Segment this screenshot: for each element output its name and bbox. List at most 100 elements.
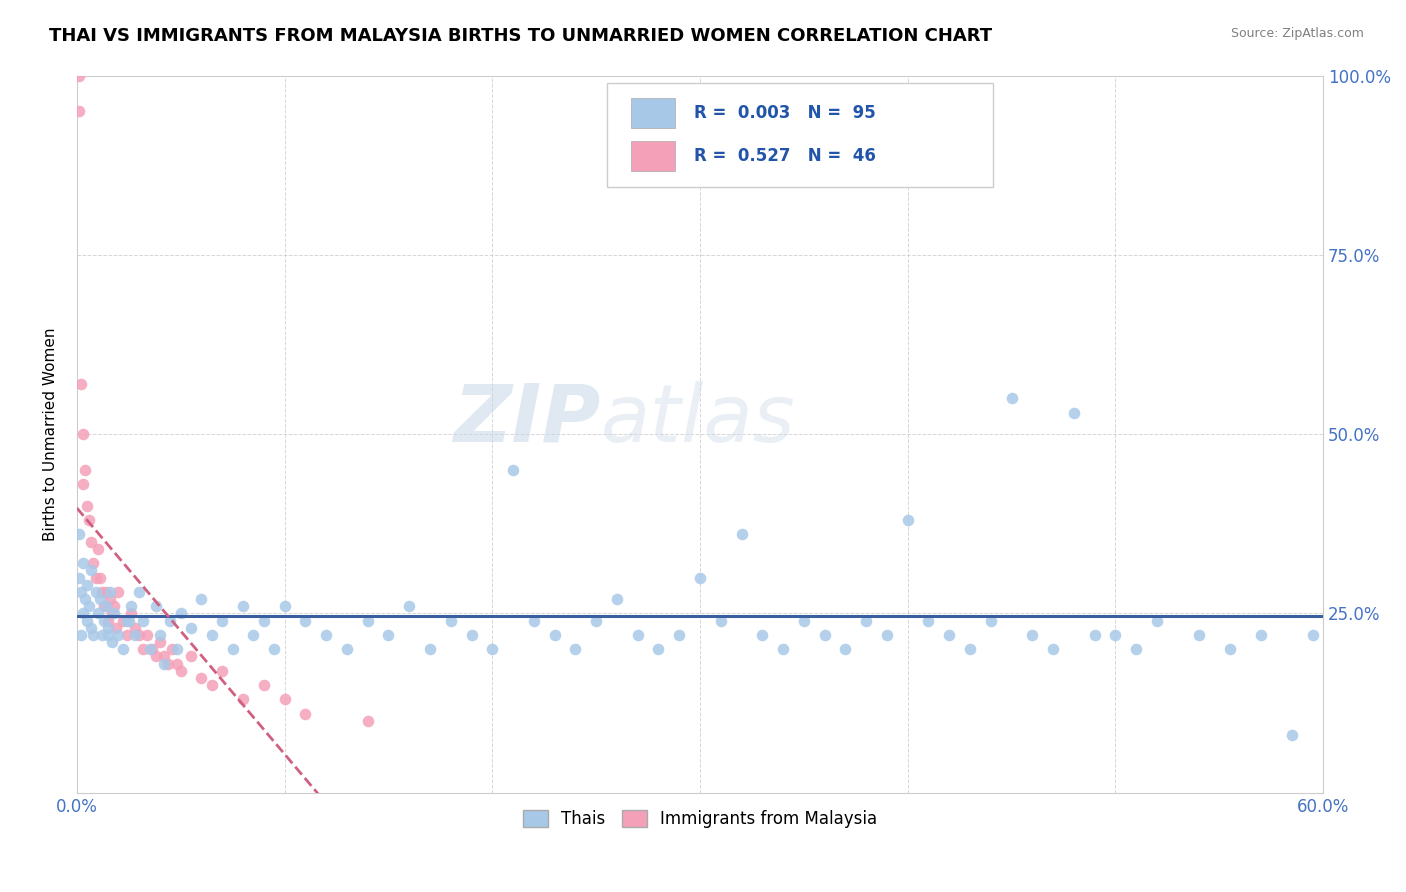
Point [897,513,920,527]
Point [67,570,90,584]
Point [89,592,111,607]
Point [67,104,90,119]
Point [772,642,794,657]
Point [153,649,176,664]
Point [118,614,141,628]
Point [115,614,138,628]
Point [86,607,108,621]
Point [190,592,212,607]
Point [419,642,441,657]
Point [132,642,155,657]
Point [398,599,420,614]
Point [232,599,254,614]
Point [128,628,150,642]
Point [115,628,138,642]
Point [242,628,264,642]
Point [75,592,97,607]
Point [273,599,295,614]
Point [166,642,188,657]
Point [149,628,172,642]
Point [180,621,202,635]
Point [356,614,378,628]
Point [128,585,150,599]
Point [917,614,939,628]
Point [72,427,94,442]
Point [138,642,160,657]
Point [263,642,285,657]
Point [72,556,94,570]
Legend: Thais, Immigrants from Malaysia: Thais, Immigrants from Malaysia [516,803,884,835]
Point [180,649,202,664]
Point [253,614,276,628]
FancyBboxPatch shape [631,98,675,128]
Point [162,642,184,657]
Point [94,599,117,614]
Point [1187,628,1209,642]
Point [80,534,103,549]
Point [72,477,94,491]
Point [124,621,146,635]
Point [377,628,399,642]
Point [201,628,224,642]
Point [170,664,193,678]
Point [294,614,316,628]
Point [294,706,316,721]
Point [1063,406,1085,420]
Point [105,621,128,635]
Point [86,541,108,556]
Point [440,614,463,628]
Point [253,678,276,692]
Point [101,635,124,649]
Point [97,614,120,628]
Point [1104,628,1126,642]
Point [76,614,98,628]
Point [70,628,93,642]
Point [1084,628,1107,642]
Point [751,628,773,642]
Point [157,657,180,671]
Point [211,614,233,628]
Point [1125,642,1147,657]
FancyBboxPatch shape [631,141,675,171]
Point [273,692,295,706]
Point [107,585,129,599]
Point [523,614,546,628]
Point [585,614,607,628]
Point [606,592,628,607]
Point [93,599,115,614]
Point [232,692,254,706]
Point [90,585,112,599]
Point [730,527,752,541]
Point [980,614,1002,628]
Point [668,628,690,642]
Point [103,599,125,614]
Point [80,563,103,577]
Point [211,664,233,678]
Point [97,621,120,635]
Text: R =  0.527   N =  46: R = 0.527 N = 46 [693,147,876,165]
Point [141,642,163,657]
Point [481,642,503,657]
Point [336,642,359,657]
Point [70,585,93,599]
Point [72,607,94,621]
Point [79,513,101,527]
Point [145,649,167,664]
Point [1250,628,1272,642]
Point [689,570,711,584]
Point [89,570,111,584]
Point [855,614,877,628]
Point [120,599,142,614]
Point [793,614,815,628]
Point [1000,391,1022,405]
Point [84,585,107,599]
Point [132,614,155,628]
Point [543,628,565,642]
Point [190,671,212,685]
Point [79,599,101,614]
Point [627,628,650,642]
Point [145,599,167,614]
Point [356,714,378,728]
Point [1281,728,1303,742]
Point [82,556,104,570]
